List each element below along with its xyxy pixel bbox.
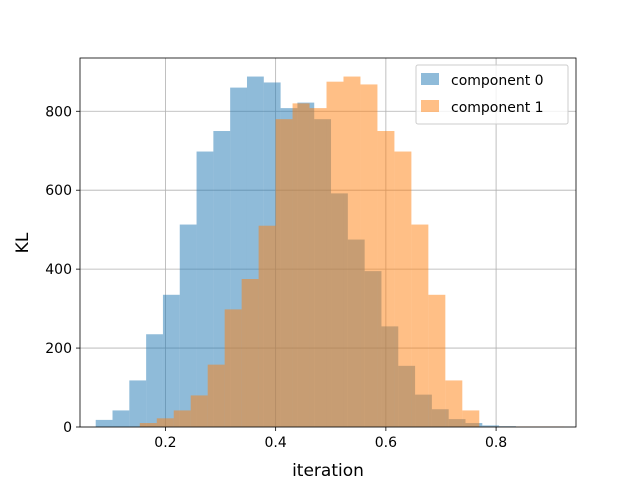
histogram-bar-component-1 [208, 365, 225, 427]
histogram-bar-component-1 [259, 226, 276, 427]
histogram-bar-component-0 [146, 334, 163, 427]
histogram-bar-component-1 [310, 108, 327, 427]
histogram-bar-component-1 [428, 295, 445, 427]
histogram-bar-component-1 [327, 82, 344, 427]
y-tick-label: 200 [45, 341, 72, 357]
legend-label-component-1: component 1 [451, 100, 544, 116]
histogram-bar-component-1 [174, 410, 191, 427]
y-tick-label: 400 [45, 262, 72, 278]
y-axis-label: KL [13, 232, 33, 253]
histogram-bar-component-1 [360, 84, 377, 427]
legend-swatch-component-1 [421, 100, 439, 112]
histogram-bar-component-0 [96, 420, 113, 427]
histogram-bar-component-1 [394, 152, 411, 427]
histogram-bar-component-1 [191, 395, 208, 427]
x-tick-label: 0.4 [265, 435, 287, 451]
y-tick-label: 0 [63, 420, 72, 436]
y-tick-label: 800 [45, 104, 72, 120]
histogram-bar-component-0 [129, 380, 146, 427]
histogram-bar-component-1 [157, 418, 174, 427]
histogram-bar-component-0 [163, 295, 180, 427]
x-tick-label: 0.6 [375, 435, 397, 451]
x-tick-label: 0.2 [154, 435, 176, 451]
histogram-bar-component-1 [377, 131, 394, 427]
histogram-bar-component-1 [293, 103, 310, 427]
legend-swatch-component-0 [421, 73, 439, 85]
x-axis-label: iteration [292, 461, 364, 480]
histogram-bar-component-1 [411, 225, 428, 427]
histogram-bar-component-1 [140, 423, 157, 427]
histogram-bar-component-1 [225, 309, 242, 427]
histogram-bar-component-0 [113, 410, 130, 427]
x-tick-label: 0.8 [485, 435, 507, 451]
histogram-bar-component-1 [343, 77, 360, 427]
histogram-bar-component-1 [276, 119, 293, 427]
y-tick-label: 600 [45, 183, 72, 199]
histogram-bar-component-1 [445, 380, 462, 427]
histogram-bar-component-1 [462, 410, 479, 427]
legend: component 0 component 1 [416, 65, 568, 124]
legend-label-component-0: component 0 [451, 73, 544, 89]
histogram-bar-component-1 [242, 279, 259, 427]
